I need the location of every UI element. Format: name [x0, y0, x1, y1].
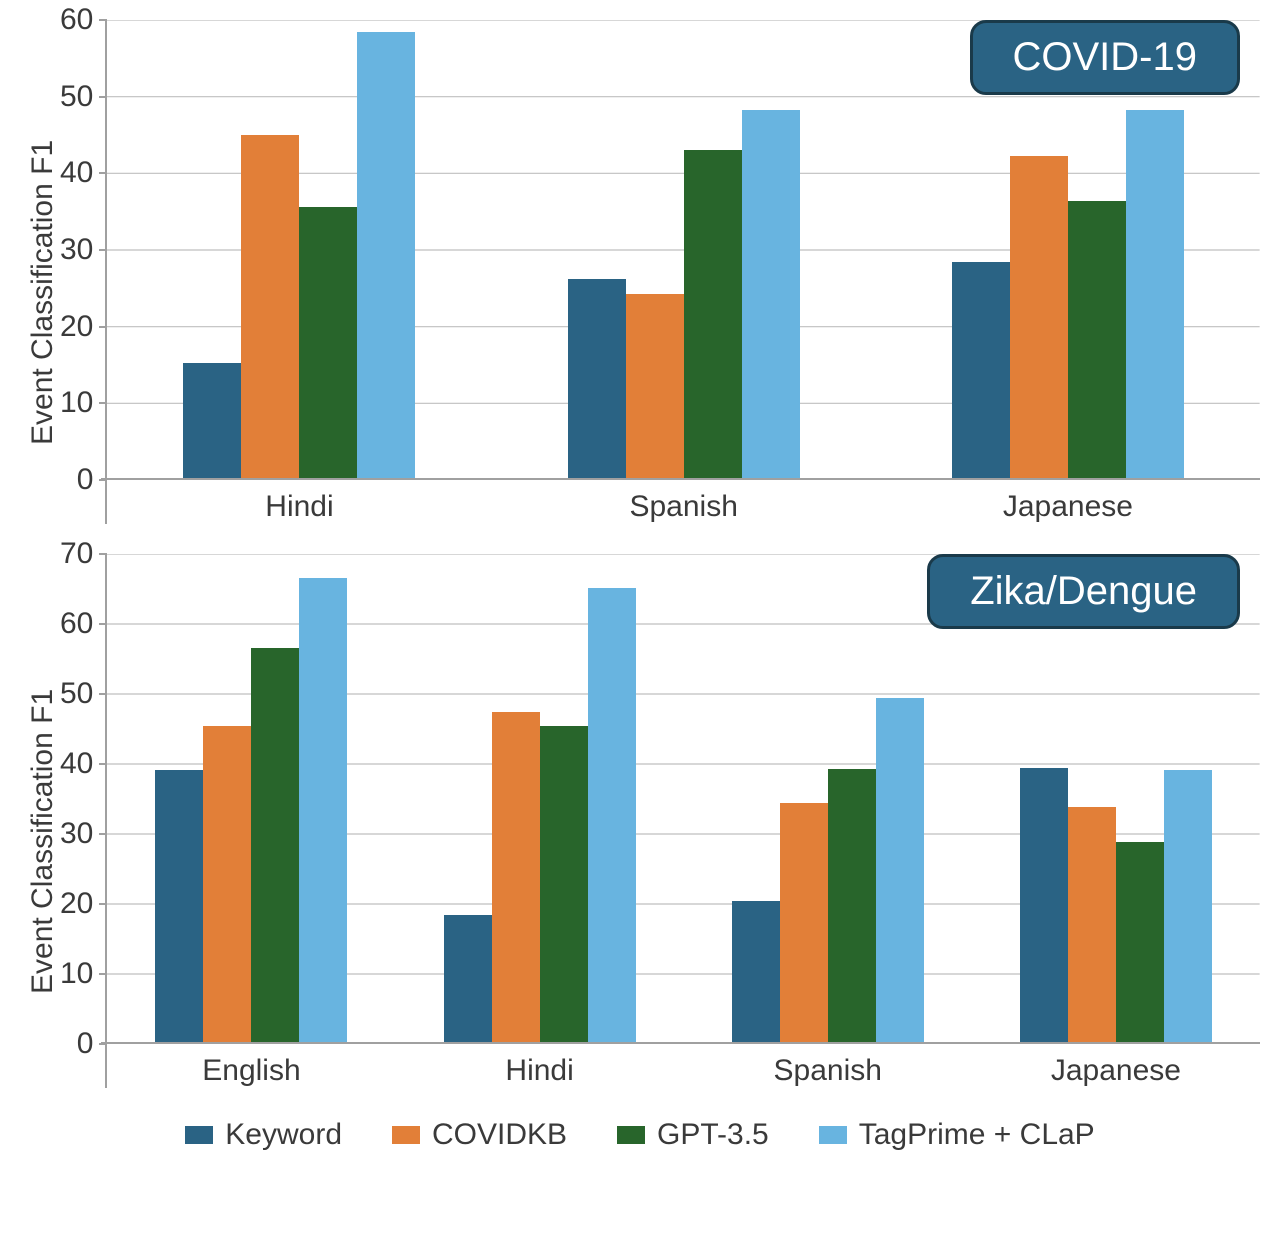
x-tick-label: Hindi [107, 490, 491, 524]
chart-wrap-zika: Event Classification F1 706050403020100 … [20, 554, 1260, 1088]
legend-item-tagprime: TagPrime + CLaP [819, 1118, 1095, 1152]
y-axis-label-covid: Event Classification F1 [20, 20, 60, 524]
legend-label-keyword: Keyword [225, 1118, 342, 1152]
bar-gpt35 [251, 648, 299, 1044]
legend-item-keyword: Keyword [185, 1118, 342, 1152]
bar-tagprime [1164, 770, 1212, 1044]
x-tick-label: Spanish [684, 1054, 972, 1088]
bar-group [492, 20, 876, 480]
legend-label-tagprime: TagPrime + CLaP [859, 1118, 1095, 1152]
bar-group [107, 554, 395, 1044]
bar-keyword [444, 915, 492, 1045]
legend-item-gpt35: GPT-3.5 [617, 1118, 769, 1152]
x-tick-label: Japanese [876, 490, 1260, 524]
y-axis-ticks-zika: 706050403020100 [60, 554, 105, 1088]
legend: Keyword COVIDKB GPT-3.5 TagPrime + CLaP [20, 1118, 1260, 1152]
bar-keyword [155, 770, 203, 1044]
bar-keyword [568, 279, 626, 480]
bar-gpt35 [540, 726, 588, 1044]
legend-label-gpt35: GPT-3.5 [657, 1118, 769, 1152]
bar-tagprime [742, 110, 800, 480]
bar-covidkb [203, 726, 251, 1044]
x-tick-label: English [107, 1054, 395, 1088]
legend-item-covidkb: COVIDKB [392, 1118, 567, 1152]
legend-label-covidkb: COVIDKB [432, 1118, 567, 1152]
panel-badge-zika: Zika/Dengue [927, 554, 1240, 629]
bar-covidkb [492, 712, 540, 1044]
y-axis-label-zika: Event Classification F1 [20, 554, 60, 1088]
plot-area-zika: EnglishHindiSpanishJapanese [105, 554, 1260, 1088]
bar-gpt35 [1068, 201, 1126, 480]
bar-group [684, 554, 972, 1044]
plot-area-covid: HindiSpanishJapanese [105, 20, 1260, 524]
figure: COVID-19 Event Classification F1 6050403… [20, 20, 1260, 1152]
bar-keyword [183, 363, 241, 480]
bar-keyword [732, 901, 780, 1045]
chart-wrap-covid: Event Classification F1 6050403020100 Hi… [20, 20, 1260, 524]
panel-zika: Zika/Dengue Event Classification F1 7060… [20, 554, 1260, 1088]
legend-swatch-gpt35 [617, 1126, 645, 1144]
bar-tagprime [357, 32, 415, 481]
bar-gpt35 [828, 769, 876, 1044]
bar-group [396, 554, 684, 1044]
x-axis-line-covid [101, 478, 1260, 480]
bar-covidkb [626, 294, 684, 480]
bar-covidkb [1010, 156, 1068, 480]
panel-badge-covid: COVID-19 [970, 20, 1241, 95]
x-tick-label: Hindi [396, 1054, 684, 1088]
bar-tagprime [1126, 110, 1184, 480]
x-axis-line-zika [101, 1042, 1260, 1044]
bar-tagprime [876, 698, 924, 1045]
x-axis-labels-zika: EnglishHindiSpanishJapanese [107, 1044, 1260, 1088]
x-tick-label: Japanese [972, 1054, 1260, 1088]
legend-swatch-keyword [185, 1126, 213, 1144]
bar-tagprime [588, 588, 636, 1044]
bar-covidkb [780, 803, 828, 1045]
bar-gpt35 [299, 207, 357, 480]
legend-swatch-tagprime [819, 1126, 847, 1144]
bar-group [107, 20, 491, 480]
x-tick-label: Spanish [492, 490, 876, 524]
bar-tagprime [299, 578, 347, 1044]
bar-gpt35 [684, 150, 742, 480]
bar-keyword [1020, 768, 1068, 1045]
panel-covid: COVID-19 Event Classification F1 6050403… [20, 20, 1260, 524]
bar-keyword [952, 262, 1010, 481]
legend-swatch-covidkb [392, 1126, 420, 1144]
bar-gpt35 [1116, 842, 1164, 1044]
x-axis-labels-covid: HindiSpanishJapanese [107, 480, 1260, 524]
bar-covidkb [1068, 807, 1116, 1044]
bar-covidkb [241, 135, 299, 480]
